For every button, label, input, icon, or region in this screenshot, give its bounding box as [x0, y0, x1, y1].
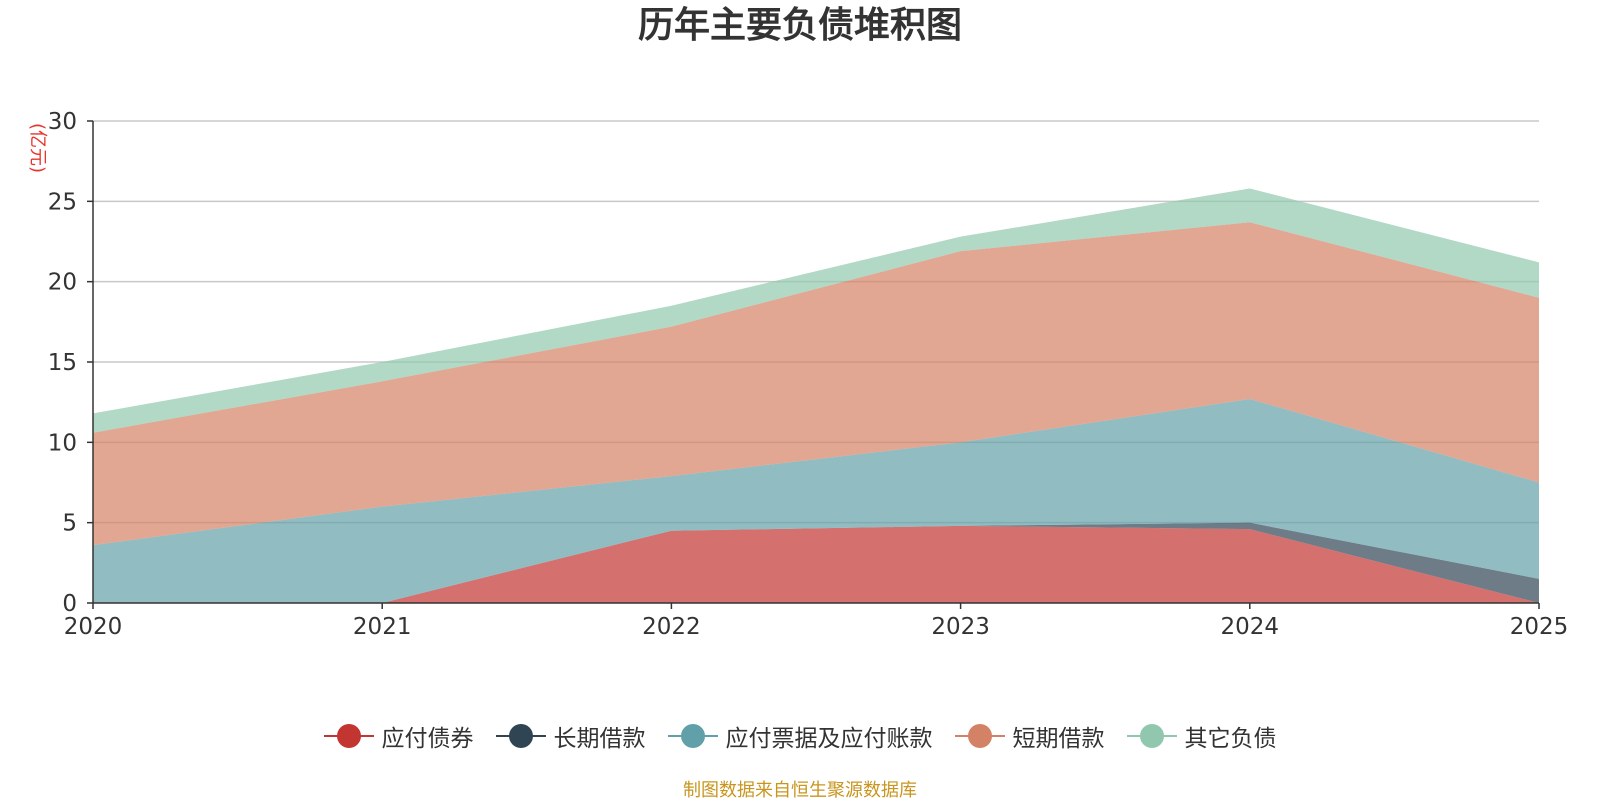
legend-item-4[interactable]: 其它负债: [1127, 719, 1277, 753]
legend-swatch-icon: [955, 724, 1005, 748]
y-axis-label: (亿元): [27, 123, 48, 173]
y-tick-label-25: 25: [48, 189, 77, 215]
legend-item-0[interactable]: 应付债券: [324, 719, 474, 753]
y-tick-label-15: 15: [48, 350, 77, 376]
legend-label: 应付债券: [382, 719, 474, 753]
x-tick-label-2020: 2020: [64, 614, 123, 640]
x-tick-label-2021: 2021: [353, 614, 412, 640]
legend-swatch-icon: [1127, 724, 1177, 748]
legend-item-1[interactable]: 长期借款: [496, 719, 646, 753]
y-tick-label-20: 20: [48, 270, 77, 296]
y-tick-label-30: 30: [48, 109, 77, 135]
legend: 应付债券 长期借款 应付票据及应付账款 短期借款 其它负债: [0, 718, 1600, 754]
y-tick-label-5: 5: [62, 511, 77, 537]
x-tick-label-2025: 2025: [1510, 614, 1569, 640]
series-layer: [93, 188, 1539, 603]
y-tick-label-10: 10: [48, 430, 77, 456]
legend-item-3[interactable]: 短期借款: [955, 719, 1105, 753]
x-tick-label-2023: 2023: [931, 614, 990, 640]
source-note: 制图数据来自恒生聚源数据库: [0, 780, 1600, 802]
legend-label: 应付票据及应付账款: [726, 719, 933, 753]
x-tick-label-2022: 2022: [642, 614, 701, 640]
legend-swatch-icon: [496, 724, 546, 748]
legend-label: 长期借款: [554, 719, 646, 753]
x-tick-label-2024: 2024: [1221, 614, 1280, 640]
legend-label: 其它负债: [1185, 719, 1277, 753]
legend-item-2[interactable]: 应付票据及应付账款: [668, 719, 933, 753]
legend-swatch-icon: [668, 724, 718, 748]
legend-label: 短期借款: [1013, 719, 1105, 753]
legend-swatch-icon: [324, 724, 374, 748]
